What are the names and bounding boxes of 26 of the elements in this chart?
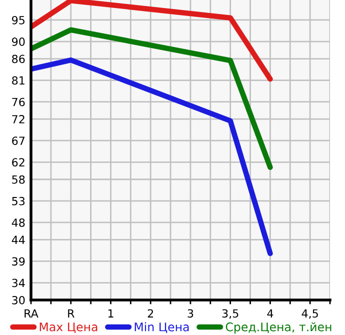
legend-label: Max Цена [40, 322, 98, 334]
x-tick-label: R [68, 309, 74, 318]
y-tick-label: 34 [12, 278, 25, 288]
legend-label: Min Цена [134, 322, 189, 334]
x-tick-label: 3,5 [222, 309, 238, 319]
x-tick-label: 3 [188, 309, 194, 318]
y-tick-label: 58 [12, 175, 25, 184]
x-tick-label: 4 [267, 309, 274, 318]
y-tick-label: 72 [12, 115, 24, 124]
y-tick-label: 81 [12, 76, 24, 85]
y-tick-label: 90 [12, 38, 25, 46]
y-tick-label: 48 [12, 218, 25, 227]
x-tick-label: 1 [108, 309, 114, 318]
y-tick-label: 44 [12, 236, 25, 244]
y-tick-label: 62 [12, 158, 24, 167]
y-tick-label: 86 [12, 54, 25, 64]
x-tick-label: RA [24, 309, 38, 318]
x-tick-label: 4,5 [302, 309, 318, 319]
legend-label: Сред.Цена, т.йен [226, 322, 332, 334]
y-tick-label: 95 [12, 16, 24, 24]
y-tick-label: 39 [12, 257, 25, 266]
x-tick-label: 2 [148, 309, 154, 318]
y-tick-label: 53 [12, 196, 25, 206]
y-tick-label: 30 [12, 296, 25, 304]
y-tick-label: 67 [12, 136, 24, 145]
y-tick-label: 76 [12, 98, 25, 106]
